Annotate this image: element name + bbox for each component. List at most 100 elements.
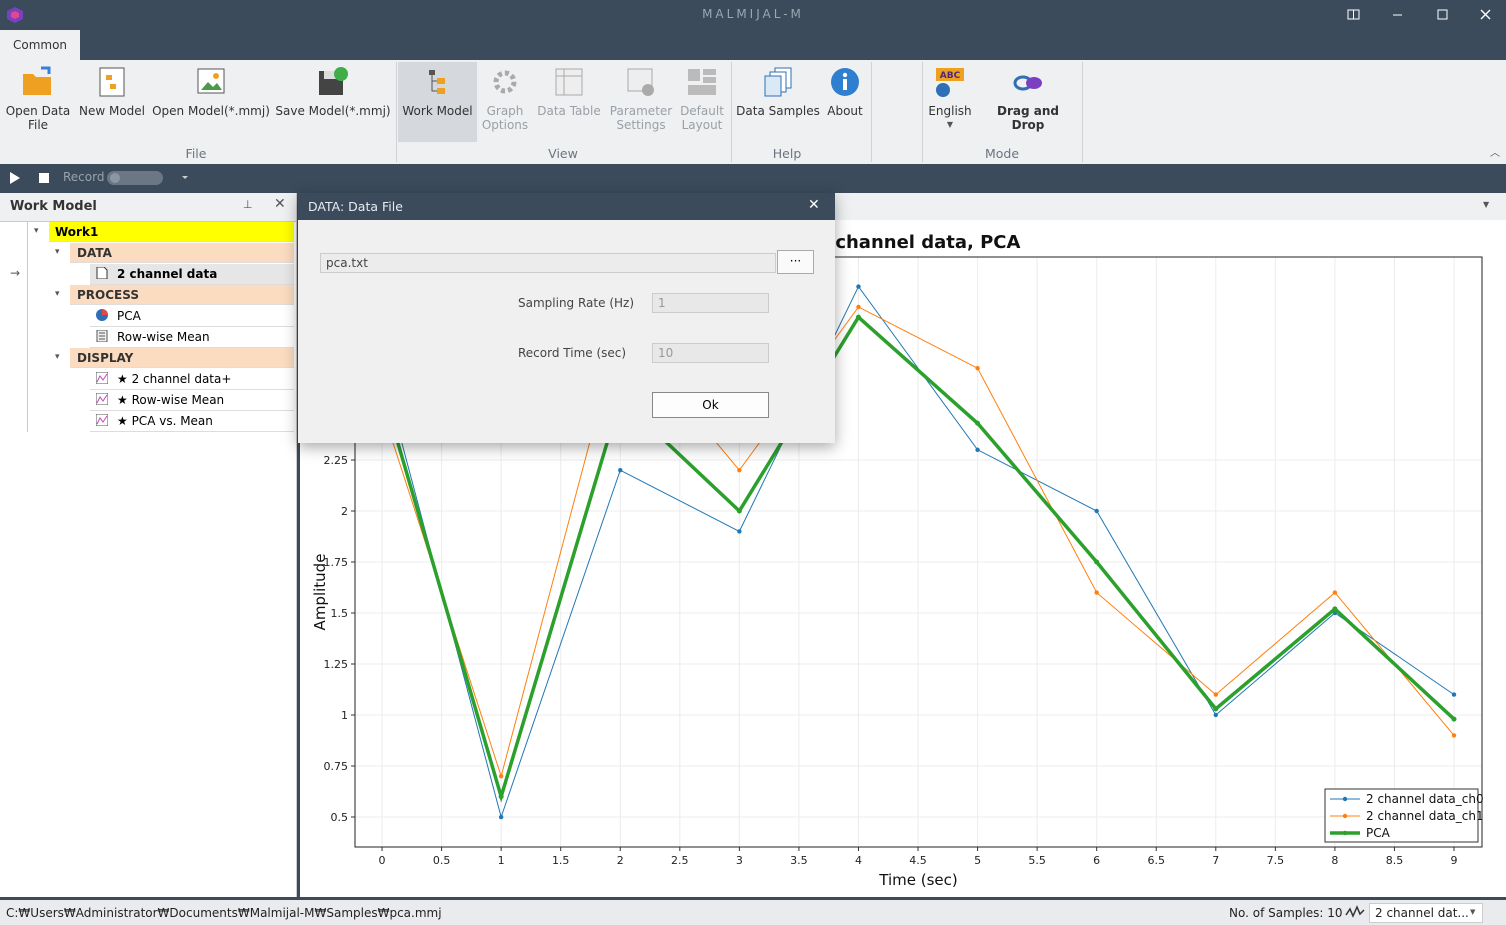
tree-root[interactable]: Work1: [49, 222, 294, 242]
x-tick-label: 1.5: [552, 854, 570, 867]
pca-icon: [96, 309, 108, 321]
tree-item-row[interactable]: [90, 327, 294, 348]
data-point: [1213, 706, 1219, 712]
tree-item-row[interactable]: [90, 264, 294, 285]
tree-section[interactable]: DISPLAY: [70, 348, 294, 368]
dialog: DATA: Data File ✕ pca.txt ··· Sampling R…: [298, 193, 835, 443]
ok-button[interactable]: Ok: [652, 392, 769, 418]
ribbon-button[interactable]: Drag and Drop: [980, 62, 1076, 142]
data-point: [498, 774, 504, 779]
ribbon-button[interactable]: Data Table: [536, 62, 602, 142]
button-label: Open Model(*.mmj): [152, 104, 270, 118]
ribbon-button[interactable]: Work Model: [398, 62, 477, 142]
series-dropdown[interactable]: 2 channel dat... ▼: [1369, 903, 1483, 923]
data-point: [856, 284, 861, 289]
graph-icon: [96, 393, 108, 405]
button-label: Drag and Drop: [997, 104, 1059, 132]
data-point: [1094, 590, 1099, 595]
field-input[interactable]: 1: [652, 293, 769, 313]
x-tick-label: 6.5: [1147, 854, 1165, 867]
data-point: [1094, 508, 1099, 514]
data-point: [737, 529, 742, 534]
record-label: Record: [63, 170, 105, 184]
close-panel[interactable]: ✕: [274, 196, 286, 212]
data-point: [737, 467, 742, 473]
data-point: [1451, 733, 1457, 738]
pin-button[interactable]: ⊥: [243, 198, 253, 211]
tree-section[interactable]: PROCESS: [70, 285, 294, 305]
expander[interactable]: ▾: [55, 352, 60, 362]
file-input[interactable]: pca.txt: [320, 253, 776, 273]
tree-item-row[interactable]: [90, 369, 294, 390]
ribbon-button[interactable]: Graph Options: [480, 62, 530, 142]
dialog-close[interactable]: ✕: [808, 197, 820, 213]
ribbon-button[interactable]: Open Model(*.mmj): [152, 62, 270, 142]
ribbon-button[interactable]: Default Layout: [678, 62, 726, 142]
separator: [871, 62, 872, 162]
browse-button[interactable]: ···: [777, 250, 814, 274]
collapse-ribbon[interactable]: ︿: [1490, 148, 1500, 159]
panel-header: Work Model ⊥ ✕: [0, 193, 296, 222]
x-tick-label: 3: [736, 854, 743, 867]
ribbon-button[interactable]: About: [822, 62, 868, 142]
legend-marker: [1342, 830, 1348, 836]
x-tick-label: 5.5: [1028, 854, 1046, 867]
expander[interactable]: ▾: [55, 247, 60, 257]
tree-item-row[interactable]: [90, 411, 294, 432]
separator: [731, 62, 732, 162]
tree-section[interactable]: DATA: [70, 243, 294, 263]
expander[interactable]: ▾: [55, 289, 60, 299]
play-button[interactable]: [8, 171, 22, 185]
ribbon-button[interactable]: Parameter Settings: [608, 62, 674, 142]
tree-item: ★ 2 channel data+: [117, 372, 232, 386]
group-label: Mode: [984, 146, 1020, 161]
tree-item: ★ Row-wise Mean: [117, 393, 225, 407]
legend-marker: [1342, 813, 1348, 819]
data-point: [855, 314, 861, 320]
data-point: [1332, 590, 1338, 595]
x-tick-label: 0: [379, 854, 386, 867]
tab-menu[interactable]: ▼: [1483, 200, 1490, 209]
title-bar: MALMIJAL-M: [0, 0, 1506, 30]
data-point: [975, 447, 980, 452]
tree-item-row[interactable]: [90, 306, 294, 327]
ribbon-button[interactable]: ABC English ▼: [926, 62, 974, 142]
ribbon: [0, 60, 1506, 164]
data-point: [498, 794, 504, 800]
field-input[interactable]: 10: [652, 343, 769, 363]
y-tick-label: 1.25: [324, 658, 349, 671]
expander[interactable]: ▾: [34, 226, 39, 236]
ribbon-tab[interactable]: Common: [0, 30, 80, 60]
data-point: [1332, 606, 1338, 612]
ribbon-button[interactable]: Open Data File: [2, 62, 74, 142]
sample-count: No. of Samples: 10: [1229, 906, 1343, 920]
x-tick-label: 0.5: [433, 854, 451, 867]
ribbon-button[interactable]: Save Model(*.mmj): [274, 62, 392, 142]
dropdown-text: 2 channel dat...: [1375, 906, 1469, 920]
record-toggle[interactable]: [106, 169, 196, 187]
panel-title: Work Model: [10, 199, 97, 214]
button-label: Graph Options: [481, 104, 529, 132]
button-label: Save Model(*.mmj): [275, 104, 391, 118]
stop-button[interactable]: [38, 172, 50, 184]
tree-item-row[interactable]: [90, 390, 294, 411]
dropdown-caret: ▼: [1470, 908, 1476, 916]
legend: 2 channel data_ch0 2 channel data_ch1 PCA: [1324, 788, 1484, 843]
window-title: MALMIJAL-M: [702, 7, 804, 21]
ribbon-button[interactable]: New Model: [76, 62, 148, 142]
chart: 2 channel data, PCA 0 0.5 1 1.5 2 2.5 3 3.5 4 4.5 5…: [311, 232, 1484, 889]
group-label: Help: [772, 146, 802, 161]
series-line: [380, 314, 1456, 803]
ribbon-button[interactable]: Data Samples: [736, 62, 820, 142]
toolbar: Record: [0, 165, 1506, 190]
tree-guide: [27, 222, 28, 432]
button-label: Default Layout: [680, 104, 724, 132]
y-tick-label: 1.75: [324, 556, 349, 569]
button-label: Data Table: [537, 104, 601, 118]
window-controls[interactable]: [1340, 6, 1500, 24]
dialog-title-bar: DATA: Data File ✕: [298, 193, 835, 220]
x-tick-label: 4: [855, 854, 862, 867]
data-point: [975, 365, 980, 371]
x-tick-label: 9: [1451, 854, 1458, 867]
button-label: English: [928, 104, 972, 118]
